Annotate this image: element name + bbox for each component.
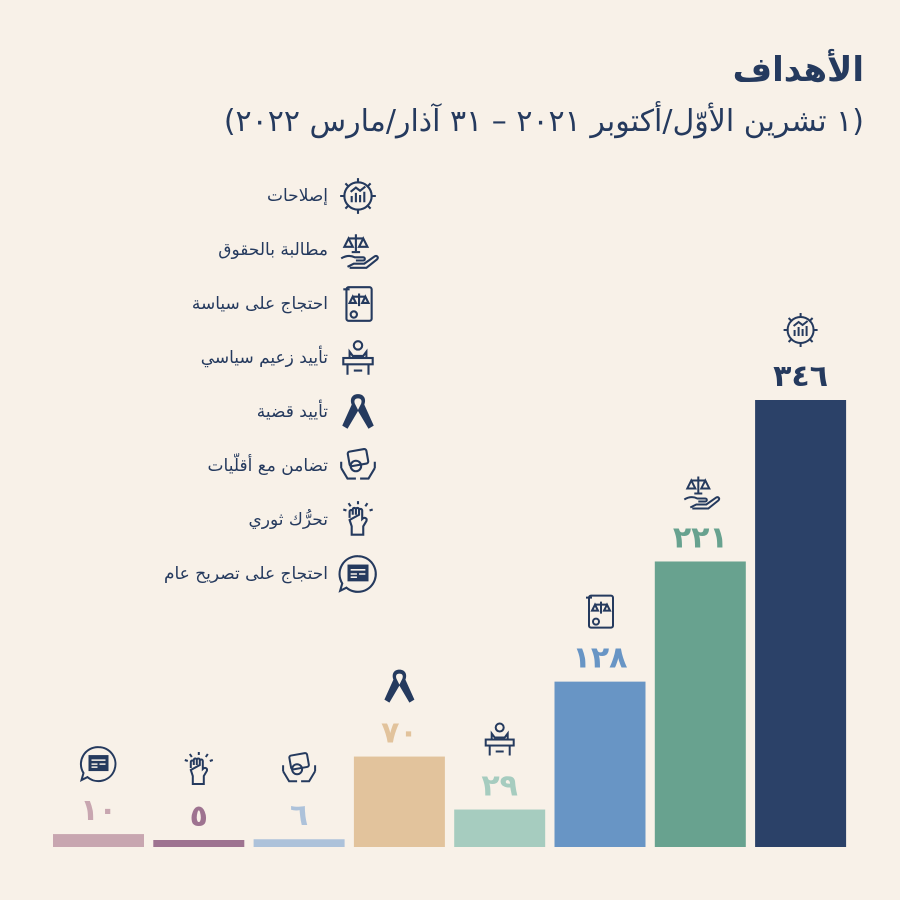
ribbon-icon — [336, 390, 380, 434]
bar — [153, 840, 245, 847]
bar-value-label: ٦ — [290, 798, 308, 833]
legend-label: تحرُّك ثوري — [248, 510, 328, 530]
legend-label: تأييد زعيم سياسي — [200, 348, 328, 368]
legend-item: مطالبة بالحقوق — [218, 228, 380, 272]
scales-document-icon — [336, 282, 380, 326]
bar — [654, 561, 746, 847]
bar-value-label: ١٠ — [80, 793, 117, 828]
legend-item: تحرُّك ثوري — [248, 498, 380, 542]
ribbon-icon — [384, 669, 415, 703]
speech-news-icon — [336, 552, 380, 596]
chart-title: الأهداف — [732, 50, 864, 90]
bar — [454, 809, 546, 847]
legend-item: احتجاج على سياسة — [192, 282, 380, 326]
bar — [755, 400, 847, 847]
bar — [53, 834, 144, 847]
raised-fist-icon — [336, 498, 380, 542]
gear-icon — [783, 313, 818, 347]
legend-label: تضامن مع أقلّيات — [207, 456, 328, 476]
bar-value-label: ٢٢١ — [673, 520, 728, 555]
legend-label: مطالبة بالحقوق — [218, 240, 328, 260]
bar-value-label: ٧٠ — [381, 716, 418, 751]
bar-value-label: ٢٩ — [481, 769, 518, 804]
podium-leader-icon — [484, 722, 515, 756]
bar-value-label: ٥ — [190, 799, 208, 834]
scales-document-icon — [586, 594, 614, 629]
scales-hand-icon — [683, 476, 721, 510]
legend-item: تضامن مع أقلّيات — [208, 444, 380, 488]
bar — [253, 839, 345, 847]
legend-label: احتجاج على سياسة — [191, 294, 328, 314]
bar — [554, 681, 646, 847]
legend-item: إصلاحات — [267, 174, 380, 218]
hands-group-icon — [336, 444, 380, 488]
legend-item: احتجاج على تصريح عام — [164, 552, 380, 596]
bar-value-label: ٣٤٦ — [773, 359, 828, 394]
gear-icon — [336, 174, 380, 218]
legend-item: تأييد قضية — [257, 390, 380, 434]
legend-label: احتجاج على تصريح عام — [163, 564, 328, 584]
podium-leader-icon — [336, 336, 380, 380]
speech-news-icon — [79, 746, 117, 783]
bar-value-label: ١٢٨ — [573, 641, 628, 676]
chart-subtitle-date-range: (١ تشرين الأوّل/أكتوبر ٢٠٢١ – ٣١ آذار/ما… — [223, 104, 864, 139]
hands-group-icon — [282, 752, 317, 783]
bar — [353, 756, 445, 847]
raised-fist-icon — [184, 752, 214, 785]
legend-label: تأييد قضية — [256, 402, 328, 422]
legend-item: تأييد زعيم سياسي — [201, 336, 380, 380]
legend-label: إصلاحات — [267, 186, 328, 206]
scales-hand-icon — [336, 228, 380, 272]
